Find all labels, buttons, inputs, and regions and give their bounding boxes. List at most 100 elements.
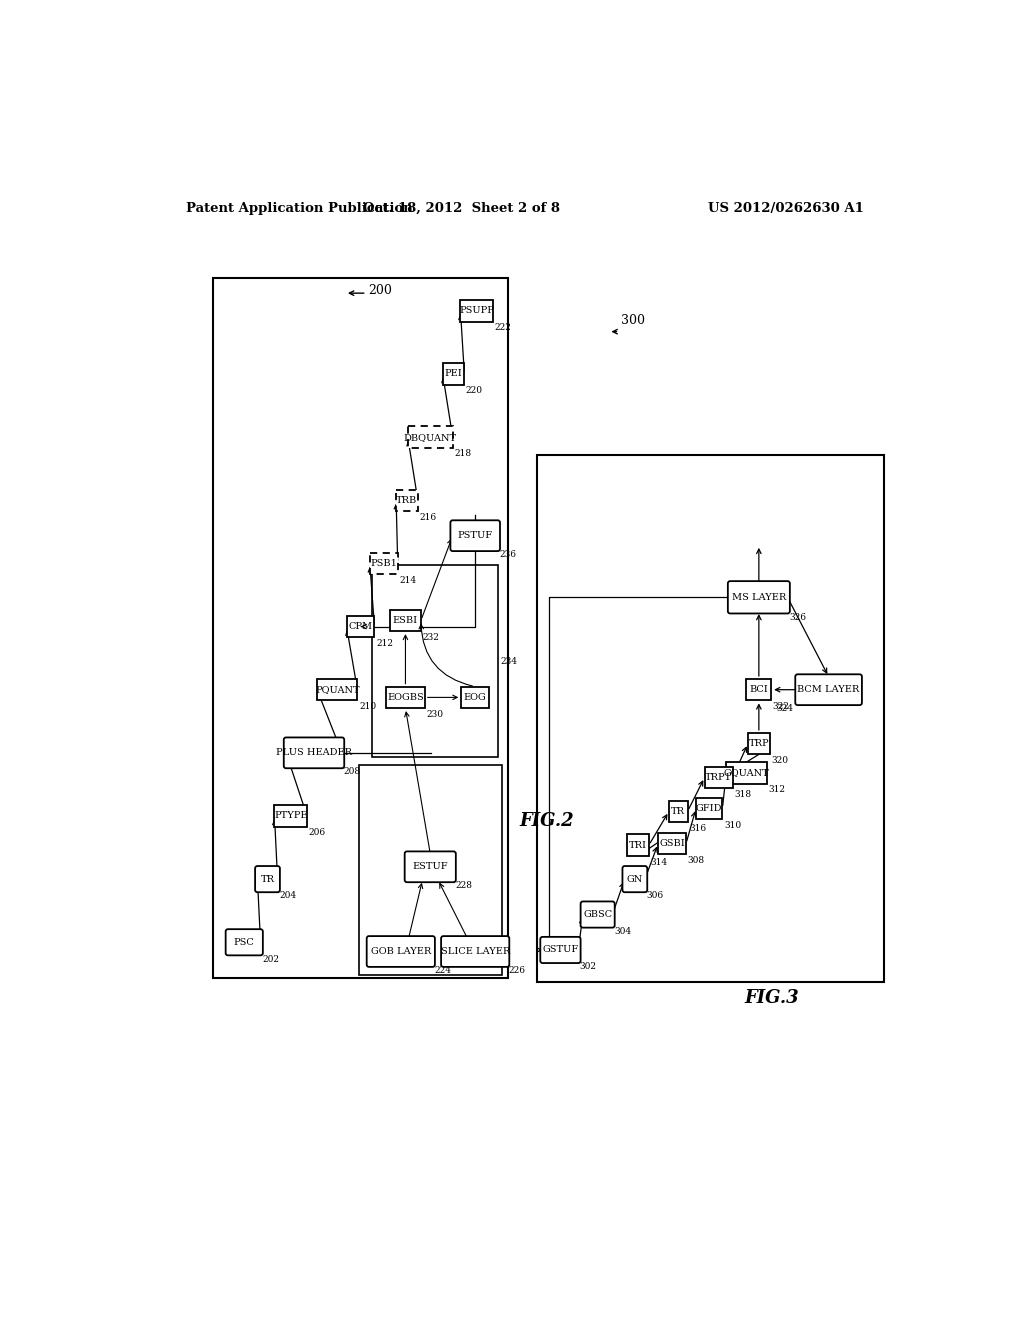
Text: TRI: TRI: [629, 841, 647, 850]
Text: 230: 230: [426, 710, 443, 718]
Text: 218: 218: [455, 449, 471, 458]
FancyBboxPatch shape: [442, 363, 464, 385]
Text: PSTUF: PSTUF: [458, 531, 493, 540]
Text: 324: 324: [776, 705, 793, 713]
FancyBboxPatch shape: [461, 686, 489, 708]
FancyBboxPatch shape: [461, 300, 493, 322]
Text: BCI: BCI: [750, 685, 768, 694]
Text: TR: TR: [260, 875, 274, 883]
Text: 314: 314: [650, 858, 668, 866]
FancyBboxPatch shape: [728, 581, 790, 614]
FancyBboxPatch shape: [696, 797, 722, 818]
Bar: [213, 277, 508, 978]
Text: 236: 236: [500, 550, 516, 560]
FancyBboxPatch shape: [581, 902, 614, 928]
FancyBboxPatch shape: [346, 615, 375, 638]
Text: PTYPE: PTYPE: [274, 812, 307, 821]
Text: 322: 322: [773, 702, 790, 711]
Text: 210: 210: [359, 702, 376, 711]
FancyBboxPatch shape: [390, 610, 421, 631]
Text: PLUS HEADER: PLUS HEADER: [276, 748, 352, 758]
FancyBboxPatch shape: [274, 805, 307, 826]
FancyBboxPatch shape: [408, 426, 453, 447]
FancyBboxPatch shape: [796, 675, 862, 705]
Text: SLICE LAYER: SLICE LAYER: [440, 946, 510, 956]
Text: FIG.3: FIG.3: [744, 989, 799, 1007]
Text: Patent Application Publication: Patent Application Publication: [186, 202, 413, 215]
Text: 224: 224: [434, 966, 452, 975]
FancyBboxPatch shape: [746, 678, 771, 701]
Text: Oct. 18, 2012  Sheet 2 of 8: Oct. 18, 2012 Sheet 2 of 8: [362, 202, 560, 215]
Text: 212: 212: [376, 639, 393, 648]
Bar: [372, 565, 499, 758]
Text: 304: 304: [614, 927, 631, 936]
FancyBboxPatch shape: [396, 490, 418, 511]
Text: 302: 302: [580, 962, 597, 972]
Text: 318: 318: [734, 789, 752, 799]
Text: ESBI: ESBI: [393, 616, 418, 624]
Text: TRB: TRB: [396, 496, 418, 504]
Text: US 2012/0262630 A1: US 2012/0262630 A1: [708, 202, 863, 215]
Text: MS LAYER: MS LAYER: [732, 593, 786, 602]
Text: 220: 220: [466, 387, 483, 395]
Text: 200: 200: [369, 284, 392, 297]
Text: GQUANT: GQUANT: [724, 768, 769, 777]
Text: 214: 214: [399, 576, 417, 585]
Text: DBQUANT: DBQUANT: [403, 433, 457, 442]
FancyBboxPatch shape: [225, 929, 263, 956]
FancyBboxPatch shape: [451, 520, 500, 552]
Text: FIG.2: FIG.2: [519, 812, 574, 829]
FancyBboxPatch shape: [669, 800, 687, 822]
Text: GN: GN: [627, 875, 643, 883]
Text: 228: 228: [455, 882, 472, 891]
FancyBboxPatch shape: [255, 866, 280, 892]
Text: 312: 312: [768, 785, 785, 795]
Text: 310: 310: [724, 821, 741, 829]
FancyBboxPatch shape: [541, 937, 581, 964]
Text: GFID: GFID: [696, 804, 723, 813]
Text: TRP: TRP: [749, 739, 769, 748]
Text: GSBI: GSBI: [659, 840, 685, 849]
FancyBboxPatch shape: [726, 762, 767, 784]
Text: PSUPP: PSUPP: [460, 306, 495, 315]
FancyBboxPatch shape: [441, 936, 509, 966]
Bar: [359, 766, 503, 974]
Text: CPM: CPM: [348, 622, 373, 631]
Text: 202: 202: [262, 954, 280, 964]
FancyBboxPatch shape: [748, 733, 770, 755]
FancyBboxPatch shape: [370, 553, 397, 574]
Text: PSC: PSC: [233, 937, 255, 946]
Text: 204: 204: [280, 891, 296, 900]
Bar: [538, 455, 884, 982]
Text: GSTUF: GSTUF: [543, 945, 579, 954]
Text: BCM LAYER: BCM LAYER: [798, 685, 860, 694]
Text: GBSC: GBSC: [583, 909, 612, 919]
FancyBboxPatch shape: [627, 834, 649, 855]
Text: 308: 308: [687, 855, 705, 865]
Text: EOG: EOG: [464, 693, 486, 702]
Text: 222: 222: [495, 323, 511, 333]
Text: 206: 206: [308, 829, 326, 837]
FancyBboxPatch shape: [284, 738, 344, 768]
FancyBboxPatch shape: [404, 851, 456, 882]
Text: TRP1: TRP1: [706, 774, 732, 781]
FancyBboxPatch shape: [386, 686, 425, 708]
FancyBboxPatch shape: [367, 936, 435, 966]
Text: 326: 326: [790, 612, 806, 622]
FancyBboxPatch shape: [623, 866, 647, 892]
Text: PQUANT: PQUANT: [315, 685, 359, 694]
Text: 316: 316: [689, 824, 707, 833]
Text: 208: 208: [343, 767, 360, 776]
Text: 300: 300: [621, 314, 645, 326]
Text: 320: 320: [771, 756, 788, 764]
Text: 216: 216: [420, 512, 436, 521]
Text: 226: 226: [509, 966, 525, 975]
Text: 234: 234: [501, 657, 518, 665]
Text: 306: 306: [646, 891, 664, 900]
Text: PEI: PEI: [444, 370, 463, 379]
Text: TR: TR: [672, 807, 685, 816]
FancyBboxPatch shape: [705, 767, 732, 788]
Text: EOGBS: EOGBS: [387, 693, 424, 702]
Text: ESTUF: ESTUF: [413, 862, 449, 871]
Text: 232: 232: [423, 632, 439, 642]
